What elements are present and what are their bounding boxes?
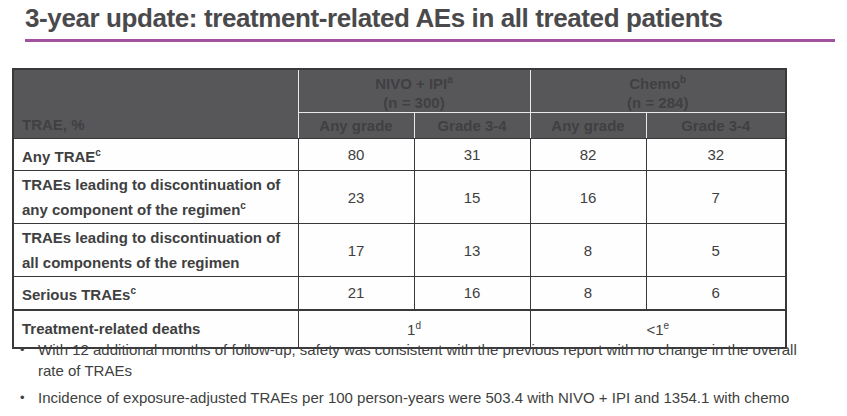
table-row-any-trae: Any TRAEc 80 31 82 32	[13, 139, 786, 171]
cell-value: 8	[530, 277, 646, 310]
column-header-grade34-nivo: Grade 3-4	[414, 113, 530, 139]
group-n-nivo: (n = 300)	[299, 93, 530, 112]
cell-value: 80	[298, 139, 414, 171]
bullet-item: • Incidence of exposure-adjusted TRAEs p…	[20, 387, 832, 408]
bullet-dot: •	[20, 339, 38, 381]
cell-value: 8	[530, 224, 646, 277]
cell-value: 23	[298, 171, 414, 224]
table-row-serious-traes: Serious TRAEsc 21 16 8 6	[13, 277, 786, 310]
row-label: TRAEs leading to discontinuation of any …	[13, 171, 298, 224]
group-n-chemo: (n = 284)	[531, 93, 786, 112]
bullet-text-incidence: Incidence of exposure-adjusted TRAEs per…	[38, 387, 808, 408]
trae-table: TRAE, % NIVO + IPIa (n = 300) Chemob (n …	[12, 68, 787, 349]
slide-title: 3-year update: treatment-related AEs in …	[25, 3, 835, 34]
column-header-grade34-chemo: Grade 3-4	[646, 113, 786, 139]
slide: 3-year update: treatment-related AEs in …	[0, 0, 847, 416]
row-label: Serious TRAEsc	[13, 277, 298, 310]
cell-value: 16	[530, 171, 646, 224]
row-label: TRAEs leading to discontinuation of all …	[13, 224, 298, 277]
footnote-marker-c: c	[130, 285, 136, 296]
cell-value: 6	[646, 277, 786, 310]
cell-value: 15	[414, 171, 530, 224]
cell-value: 31	[414, 139, 530, 171]
footnote-marker-d: d	[415, 320, 421, 331]
cell-value: 13	[414, 224, 530, 277]
cell-value: 32	[646, 139, 786, 171]
cell-value: 5	[646, 224, 786, 277]
title-underline	[25, 39, 835, 42]
table-group-header-row: TRAE, % NIVO + IPIa (n = 300) Chemob (n …	[13, 69, 786, 113]
cell-value: 16	[414, 277, 530, 310]
table-row-disc-any-component: TRAEs leading to discontinuation of any …	[13, 171, 786, 224]
cell-value: 17	[298, 224, 414, 277]
bullet-item: • With 12 additional months of follow-up…	[20, 339, 832, 381]
table-corner-label: TRAE, %	[13, 69, 298, 139]
footnote-marker-c: c	[95, 147, 101, 158]
footnote-marker-b: b	[680, 74, 686, 85]
footnote-marker-e: e	[664, 320, 670, 331]
group-name-chemo: Chemob	[531, 70, 786, 93]
cell-value: 82	[530, 139, 646, 171]
footnote-marker-a: a	[447, 74, 453, 85]
column-header-any-grade-nivo: Any grade	[298, 113, 414, 139]
column-header-any-grade-chemo: Any grade	[530, 113, 646, 139]
bullet-dot: •	[20, 387, 38, 408]
cell-value: 21	[298, 277, 414, 310]
column-group-nivo-ipi: NIVO + IPIa (n = 300)	[298, 69, 530, 113]
table-row-disc-all-components: TRAEs leading to discontinuation of all …	[13, 224, 786, 277]
cell-value: 7	[646, 171, 786, 224]
footnote-marker-c: c	[240, 200, 246, 211]
group-name-nivo: NIVO + IPIa	[299, 70, 530, 93]
row-label: Any TRAEc	[13, 139, 298, 171]
corner-label-text: TRAE, %	[22, 116, 85, 133]
notes: • With 12 additional months of follow-up…	[20, 339, 832, 414]
bullet-text-followup: With 12 additional months of follow-up, …	[38, 339, 808, 381]
column-group-chemo: Chemob (n = 284)	[530, 69, 786, 113]
